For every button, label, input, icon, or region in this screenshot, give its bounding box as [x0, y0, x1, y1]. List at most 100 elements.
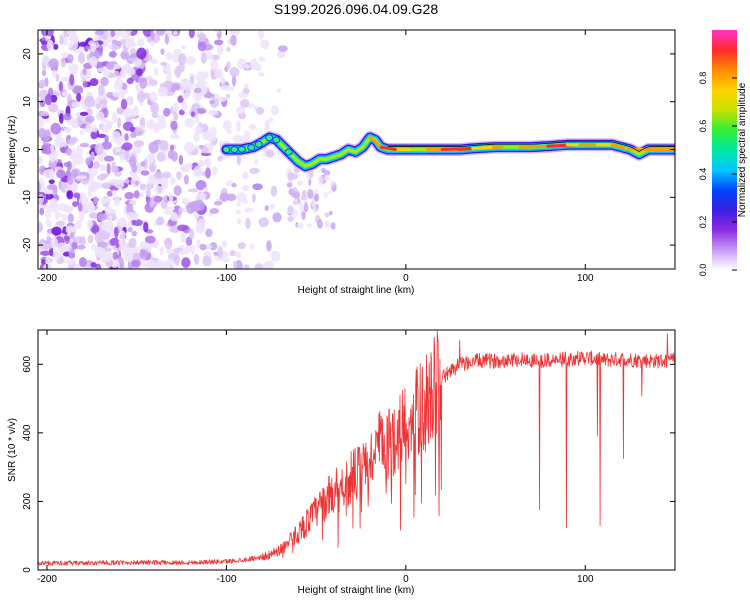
spectrogram-noise-blob [71, 242, 78, 250]
spectrogram-y-ticks: -20 -10 0 10 20 [22, 48, 675, 252]
spectrogram-noise-blob [38, 238, 47, 249]
spectrogram-noise-blob [124, 192, 135, 200]
spectrogram-noise-blob [259, 39, 270, 49]
spectrogram-noise-blob [100, 230, 111, 240]
spectrogram-noise-blob [184, 118, 195, 128]
snr-x-ticks: -200 -100 0 100 [37, 330, 594, 585]
spectrogram-noise-blob [119, 230, 126, 241]
spectrogram-noise-blob [306, 189, 314, 200]
spectrogram-noise-blob [78, 210, 85, 222]
spectrogram-noise-blob [116, 107, 124, 115]
spectrogram-noise-blob [40, 40, 48, 45]
spectrogram-noise-blob [276, 88, 282, 93]
colorbar-tick-label: 0.8 [698, 72, 708, 85]
spectrogram-noise-blob [128, 155, 137, 168]
spectrogram-noise-blob [72, 153, 84, 166]
spectrogram-noise-blob [213, 200, 223, 206]
spectrogram-noise-blob [121, 68, 127, 78]
spectrogram-noise-blob [270, 105, 279, 116]
spectrogram-trace-dot [265, 134, 274, 142]
spectrogram-noise-blob [131, 259, 141, 268]
spectrogram-noise-blob [67, 138, 76, 146]
spectrogram-noise-blob [98, 84, 105, 96]
spectrogram-noise-blob [66, 174, 74, 185]
spectrogram-noise-blob [198, 32, 207, 43]
snr-x-axis-label: Height of straight line (km) [298, 585, 415, 596]
spectrogram-noise-blob [40, 250, 51, 256]
spectrogram-noise-blob [51, 226, 62, 236]
spectrogram-noise-blob [254, 263, 263, 269]
spectrogram-noise-blob [90, 42, 97, 53]
spectrogram-trace-dot [247, 144, 256, 152]
spectrogram-noise-blob [183, 81, 194, 92]
spectrogram-noise-blob [217, 45, 224, 56]
spectrogram-noise-blob [184, 162, 193, 170]
snr-x-tick-label: 0 [403, 574, 409, 585]
spectrogram-noise-blob [111, 131, 121, 143]
spectrogram-noise-blob [41, 69, 47, 77]
spectrogram-noise-blob [75, 220, 82, 229]
spectrogram-noise-blob [178, 206, 183, 216]
spectrogram-noise-blob [97, 213, 107, 221]
spectrogram-noise-blob [241, 171, 249, 180]
spectrogram-noise-blob [258, 72, 265, 77]
spectrogram-noise-blob [91, 224, 100, 235]
spectrogram-noise-blob [121, 82, 128, 91]
spectrogram-noise-blob [58, 81, 63, 92]
spectrogram-noise-blob [48, 198, 59, 209]
spectrogram-noise-blob [63, 30, 68, 39]
spectrogram-noise-blob [180, 45, 187, 50]
spectrogram-noise-blob [324, 212, 330, 218]
spectrogram-noise-blob [328, 189, 332, 195]
spectrogram-noise-blob [69, 232, 75, 239]
spectrogram-noise-blob [178, 154, 184, 165]
spectrogram-noise-blob [226, 46, 231, 52]
snr-series [38, 330, 675, 566]
snr-x-tick-label: -200 [37, 574, 57, 585]
snr-x-tick-label: -100 [216, 574, 236, 585]
spectrogram-noise-blob [99, 173, 110, 178]
spectrogram-noise-blob [330, 180, 335, 186]
spectrogram-noise-blob [127, 57, 138, 62]
spectrogram-noise-blob [297, 222, 304, 229]
spectrogram-noise-blob [87, 188, 93, 198]
spectrogram-noise-blob [132, 146, 142, 154]
spectrogram-noise-blob [44, 118, 50, 123]
spectrogram-noise-blob [147, 259, 156, 269]
spectrogram-noise-blob [72, 201, 79, 208]
spectrogram-noise-blob [113, 70, 120, 76]
snr-frame [37, 329, 676, 571]
spectrogram-noise-blob [313, 193, 320, 202]
spectrogram-noise-blob [231, 182, 237, 188]
spectrogram-noise-blob [146, 153, 157, 163]
spectrogram-noise-blob [76, 92, 82, 102]
spectrogram-noise-blob [77, 52, 86, 64]
spectrogram-noise-blob [133, 190, 140, 199]
spectrogram-noise-blob [49, 151, 56, 163]
spectrogram-noise-blob [165, 63, 171, 74]
spectrogram-x-ticks: -200 -100 0 100 [37, 30, 594, 284]
spectrogram-noise-blob [69, 73, 75, 86]
spectrogram-noise-blob [65, 260, 70, 265]
spectrogram-noise-blob [108, 51, 117, 58]
spectrogram-noise-blob [41, 144, 47, 154]
spectrogram-noise-blob [82, 68, 87, 76]
spectrogram-noise-blob [181, 257, 191, 269]
spectrogram-y-tick-label: 0 [22, 146, 33, 152]
spectrogram-noise-blob [122, 142, 133, 151]
spectrogram-noise-blob [45, 236, 52, 243]
spectrogram-noise-blob [123, 250, 130, 262]
spectrogram-noise-blob [209, 208, 220, 215]
spectrogram-trace-dot [284, 148, 293, 156]
spectrogram-noise-blob [94, 246, 106, 259]
spectrogram-noise-blob [235, 106, 246, 115]
colorbar-tick-label: 0.6 [698, 120, 708, 133]
spectrogram-noise-blob [61, 52, 69, 58]
spectrogram-noise-blob [312, 203, 316, 214]
spectrogram-noise-blob [217, 245, 223, 258]
spectrogram-noise-blob [112, 39, 118, 44]
spectrogram-noise-blob [118, 238, 124, 247]
spectrogram-noise-blob [38, 79, 47, 88]
spectrogram-noise-blob [258, 56, 266, 62]
spectrogram-noise-blob [82, 80, 88, 88]
